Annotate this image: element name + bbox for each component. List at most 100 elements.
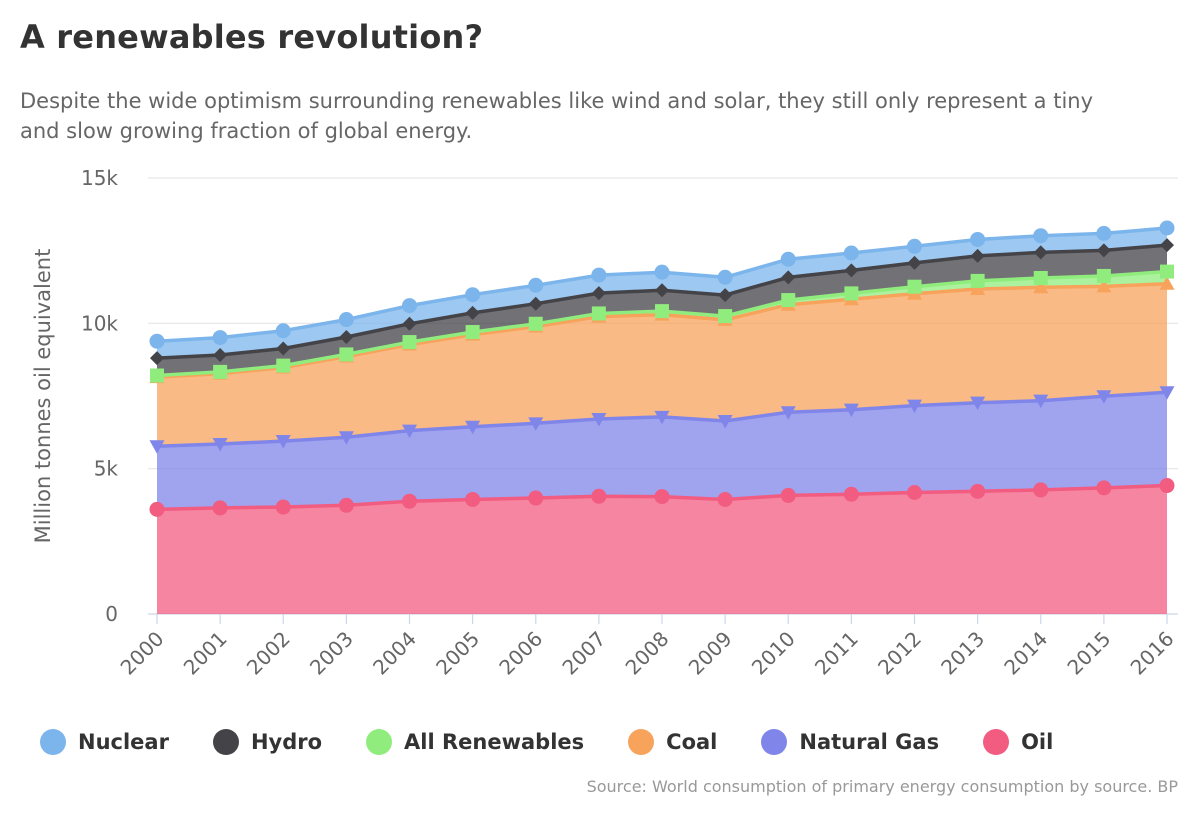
legend-item-coal[interactable]: Coal	[628, 729, 717, 755]
point-hydro[interactable]	[1096, 243, 1111, 258]
point-natural-gas[interactable]	[1159, 386, 1175, 400]
point-natural-gas[interactable]	[1033, 394, 1049, 409]
point-all-renewables[interactable]	[1160, 264, 1174, 279]
point-nuclear[interactable]	[843, 245, 859, 261]
point-hydro[interactable]	[844, 263, 859, 278]
point-natural-gas[interactable]	[149, 440, 165, 454]
point-nuclear[interactable]	[402, 298, 417, 314]
point-all-renewables[interactable]	[213, 364, 228, 379]
point-nuclear[interactable]	[212, 330, 228, 346]
point-oil[interactable]	[970, 483, 986, 499]
point-all-renewables[interactable]	[970, 273, 985, 288]
point-nuclear[interactable]	[465, 287, 481, 303]
legend-label: Oil	[1021, 730, 1054, 754]
point-hydro[interactable]	[528, 296, 543, 311]
point-nuclear[interactable]	[907, 238, 922, 254]
point-nuclear[interactable]	[654, 264, 670, 280]
point-coal[interactable]	[1033, 279, 1049, 294]
point-oil[interactable]	[1096, 480, 1112, 496]
point-hydro[interactable]	[1033, 245, 1048, 260]
point-oil[interactable]	[1159, 478, 1175, 494]
point-nuclear[interactable]	[528, 277, 544, 293]
point-oil[interactable]	[780, 487, 796, 503]
point-coal[interactable]	[1096, 278, 1112, 293]
point-nuclear[interactable]	[149, 333, 165, 349]
point-oil[interactable]	[717, 491, 733, 507]
legend-item-natural-gas[interactable]: Natural Gas	[761, 729, 939, 755]
point-natural-gas[interactable]	[591, 412, 607, 427]
point-coal[interactable]	[970, 281, 986, 296]
point-natural-gas[interactable]	[780, 406, 796, 420]
point-all-renewables[interactable]	[276, 358, 291, 373]
point-hydro[interactable]	[591, 286, 606, 301]
x-tick-label: 2009	[684, 627, 737, 680]
point-natural-gas[interactable]	[402, 424, 417, 439]
point-hydro[interactable]	[781, 270, 796, 285]
point-natural-gas[interactable]	[907, 399, 922, 414]
point-all-renewables[interactable]	[465, 325, 480, 340]
point-natural-gas[interactable]	[212, 437, 228, 452]
point-all-renewables[interactable]	[1033, 270, 1048, 285]
point-natural-gas[interactable]	[717, 414, 733, 429]
point-oil[interactable]	[591, 488, 607, 504]
point-oil[interactable]	[907, 485, 922, 501]
point-natural-gas[interactable]	[654, 410, 670, 425]
point-nuclear[interactable]	[1159, 220, 1175, 236]
point-hydro[interactable]	[213, 348, 228, 363]
point-oil[interactable]	[212, 500, 228, 516]
point-hydro[interactable]	[970, 248, 985, 263]
point-all-renewables[interactable]	[781, 293, 796, 308]
legend-item-oil[interactable]: Oil	[983, 729, 1053, 755]
point-nuclear[interactable]	[591, 267, 607, 283]
point-natural-gas[interactable]	[843, 403, 859, 418]
point-oil[interactable]	[275, 499, 291, 515]
point-all-renewables[interactable]	[1096, 268, 1111, 283]
point-oil[interactable]	[843, 486, 859, 502]
legend-item-all-renewables[interactable]: All Renewables	[366, 729, 584, 755]
point-nuclear[interactable]	[717, 269, 733, 285]
point-hydro[interactable]	[276, 341, 291, 356]
point-all-renewables[interactable]	[150, 368, 164, 383]
x-tick-label: 2013	[936, 627, 989, 680]
point-hydro[interactable]	[402, 316, 417, 331]
point-nuclear[interactable]	[338, 312, 354, 328]
legend-swatch-hydro	[212, 729, 239, 755]
point-hydro[interactable]	[718, 288, 733, 303]
point-hydro[interactable]	[1160, 238, 1174, 253]
point-hydro[interactable]	[655, 283, 669, 298]
point-natural-gas[interactable]	[528, 417, 544, 431]
point-all-renewables[interactable]	[528, 316, 543, 331]
point-nuclear[interactable]	[1033, 228, 1049, 244]
point-oil[interactable]	[528, 490, 544, 506]
legend-item-hydro[interactable]: Hydro	[212, 729, 322, 755]
point-hydro[interactable]	[339, 329, 354, 344]
point-nuclear[interactable]	[780, 251, 796, 267]
point-oil[interactable]	[465, 491, 481, 507]
point-nuclear[interactable]	[970, 231, 986, 247]
point-natural-gas[interactable]	[465, 420, 481, 435]
point-oil[interactable]	[654, 489, 670, 505]
point-all-renewables[interactable]	[339, 347, 354, 362]
point-oil[interactable]	[1033, 482, 1049, 498]
x-tick-label: 2003	[305, 627, 358, 680]
point-natural-gas[interactable]	[970, 396, 986, 411]
point-nuclear[interactable]	[275, 323, 291, 339]
point-all-renewables[interactable]	[591, 306, 606, 321]
point-natural-gas[interactable]	[1096, 390, 1112, 404]
point-natural-gas[interactable]	[338, 431, 354, 445]
point-natural-gas[interactable]	[275, 435, 291, 449]
legend-item-nuclear[interactable]: Nuclear	[40, 729, 169, 755]
point-all-renewables[interactable]	[907, 279, 922, 294]
point-hydro[interactable]	[907, 255, 922, 270]
point-all-renewables[interactable]	[844, 286, 859, 301]
point-hydro[interactable]	[150, 351, 164, 366]
point-oil[interactable]	[149, 501, 165, 517]
point-all-renewables[interactable]	[718, 309, 733, 324]
point-oil[interactable]	[402, 493, 417, 509]
point-oil[interactable]	[338, 497, 354, 513]
point-all-renewables[interactable]	[402, 335, 417, 350]
point-coal[interactable]	[1159, 276, 1175, 290]
point-all-renewables[interactable]	[655, 304, 669, 319]
point-nuclear[interactable]	[1096, 225, 1112, 241]
point-hydro[interactable]	[465, 305, 480, 320]
